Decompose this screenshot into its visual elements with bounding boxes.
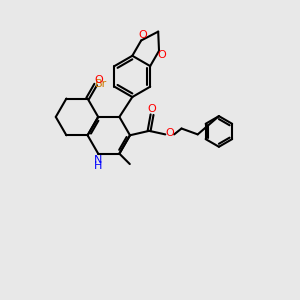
Text: O: O bbox=[165, 128, 174, 138]
Text: O: O bbox=[138, 30, 147, 40]
Text: Br: Br bbox=[95, 79, 107, 89]
Text: O: O bbox=[148, 104, 156, 114]
Text: O: O bbox=[94, 75, 103, 85]
Text: H: H bbox=[93, 161, 102, 171]
Text: N: N bbox=[93, 155, 102, 165]
Text: O: O bbox=[158, 50, 166, 60]
